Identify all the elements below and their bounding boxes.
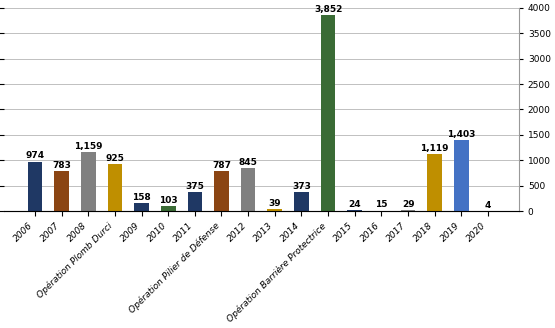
Text: 1,119: 1,119 [421, 144, 449, 153]
Bar [347, 210, 362, 211]
Bar [161, 206, 175, 211]
Bar [241, 168, 255, 211]
Text: 783: 783 [52, 161, 71, 170]
Bar [268, 209, 282, 211]
Bar [321, 15, 335, 211]
Bar [427, 154, 442, 211]
Text: 974: 974 [26, 152, 44, 160]
Bar [54, 172, 69, 211]
Text: 925: 925 [105, 154, 124, 163]
Text: 24: 24 [349, 200, 361, 209]
Text: 375: 375 [185, 182, 204, 191]
Text: 1,159: 1,159 [74, 142, 103, 151]
Bar [134, 203, 149, 211]
Bar [401, 210, 416, 211]
Text: 373: 373 [292, 182, 311, 191]
Bar [108, 164, 122, 211]
Bar [294, 192, 309, 211]
Bar [28, 162, 42, 211]
Text: 787: 787 [212, 161, 231, 170]
Bar [454, 140, 469, 211]
Text: 103: 103 [159, 196, 178, 205]
Bar [188, 192, 202, 211]
Text: 845: 845 [239, 158, 258, 167]
Bar [81, 152, 95, 211]
Text: 29: 29 [402, 199, 415, 209]
Bar [214, 171, 229, 211]
Text: 1,403: 1,403 [447, 130, 476, 139]
Text: 39: 39 [269, 199, 281, 208]
Text: 158: 158 [132, 193, 151, 202]
Text: 15: 15 [375, 200, 388, 209]
Text: 3,852: 3,852 [314, 5, 342, 14]
Text: 4: 4 [485, 201, 491, 210]
